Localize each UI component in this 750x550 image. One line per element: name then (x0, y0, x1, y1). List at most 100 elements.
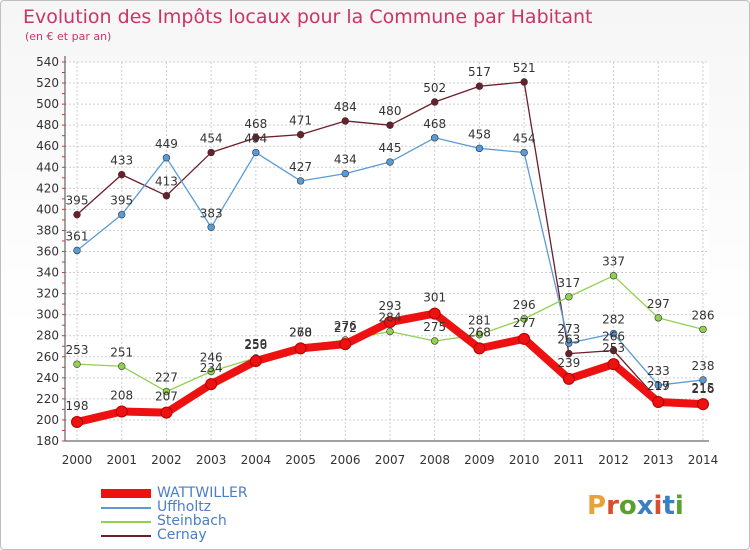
y-tick-label: 320 (36, 287, 59, 301)
data-label-steinbach: 317 (557, 276, 580, 290)
legend-swatch-steinbach (101, 521, 151, 523)
x-tick-label: 2003 (196, 453, 227, 467)
data-label-steinbach: 276 (334, 319, 357, 333)
data-label-steinbach: 251 (110, 345, 133, 359)
y-tick-label: 460 (36, 139, 59, 153)
data-point-steinbach (565, 293, 573, 301)
data-label-cernay: 502 (423, 81, 446, 95)
data-point-uffholtz (341, 169, 349, 178)
data-point-steinbach (475, 330, 484, 339)
data-point-wattwiller (428, 307, 441, 320)
y-tick-label: 220 (36, 392, 59, 406)
x-tick-label: 2010 (509, 453, 540, 467)
data-point-uffholtz (654, 381, 662, 389)
data-label-wattwiller: 198 (66, 399, 89, 413)
data-label-wattwiller: 253 (602, 341, 625, 355)
data-label-uffholtz: 468 (423, 117, 446, 131)
data-point-steinbach (386, 327, 394, 336)
data-label-uffholtz: 454 (244, 132, 267, 146)
legend-label-cernay: Cernay (157, 527, 207, 543)
legend-swatch-wattwiller (101, 489, 151, 498)
data-label-uffholtz: 361 (66, 229, 89, 243)
data-point-uffholtz (609, 329, 618, 338)
data-label-steinbach: 259 (244, 337, 267, 351)
data-label-steinbach: 253 (66, 343, 89, 357)
data-label-wattwiller: 268 (289, 325, 312, 339)
chart-title: Evolution des Impôts locaux pour la Comm… (23, 6, 593, 28)
x-tick-label: 2013 (643, 453, 674, 467)
data-label-uffholtz: 383 (200, 206, 223, 220)
data-point-cernay (162, 192, 171, 200)
x-tick-label: 2014 (688, 453, 719, 467)
data-point-wattwiller (115, 405, 128, 418)
data-point-steinbach (654, 314, 662, 322)
data-point-cernay (207, 148, 215, 157)
data-label-steinbach: 286 (692, 308, 715, 322)
data-label-uffholtz: 238 (692, 359, 715, 373)
data-point-cernay (520, 78, 528, 86)
x-tick-label: 2002 (151, 453, 182, 467)
y-tick-label: 440 (36, 160, 59, 174)
data-label-uffholtz: 395 (110, 194, 133, 208)
legend-label-wattwiller: WATTWILLER (157, 485, 248, 501)
data-label-wattwiller: 239 (557, 356, 580, 370)
data-label-cernay: 433 (110, 154, 133, 168)
data-point-wattwiller (384, 316, 396, 329)
y-tick-label: 340 (36, 266, 59, 280)
data-point-uffholtz (252, 148, 260, 157)
y-tick-label: 200 (36, 413, 59, 427)
data-point-steinbach (609, 272, 618, 280)
data-point-steinbach (699, 325, 707, 334)
data-label-steinbach: 246 (200, 351, 223, 365)
data-label-steinbach: 337 (602, 255, 625, 269)
data-label-cernay: 471 (289, 114, 312, 128)
data-label-wattwiller: 207 (155, 390, 178, 404)
data-point-wattwiller (697, 398, 709, 411)
data-point-uffholtz (475, 144, 484, 153)
data-point-wattwiller (205, 378, 218, 391)
data-point-wattwiller (339, 338, 352, 351)
y-tick-label: 240 (36, 371, 59, 385)
data-label-wattwiller: 256 (244, 338, 267, 352)
data-point-uffholtz (73, 246, 81, 255)
y-tick-label: 180 (36, 434, 59, 448)
legend-label-uffholtz: Uffholtz (157, 499, 212, 515)
data-label-wattwiller: 208 (110, 389, 133, 403)
y-tick-label: 380 (36, 223, 59, 237)
y-tick-label: 260 (36, 350, 59, 364)
data-point-wattwiller (473, 342, 486, 355)
data-point-cernay (296, 130, 305, 139)
data-label-uffholtz: 458 (468, 127, 491, 141)
y-tick-label: 280 (36, 329, 59, 343)
data-label-cernay: 517 (468, 65, 491, 79)
data-point-wattwiller (562, 372, 575, 385)
x-tick-label: 2006 (330, 453, 361, 467)
y-tick-label: 540 (36, 55, 59, 69)
legend-swatch-uffholtz (101, 507, 151, 509)
legend-label-steinbach: Steinbach (157, 513, 227, 529)
data-point-wattwiller (249, 354, 262, 367)
y-tick-label: 500 (36, 97, 59, 111)
data-point-uffholtz (699, 376, 707, 384)
data-point-cernay (118, 170, 126, 179)
data-point-wattwiller (518, 332, 531, 345)
data-label-steinbach: 270 (289, 325, 312, 339)
x-tick-label: 2001 (106, 453, 137, 467)
data-point-uffholtz (386, 158, 394, 166)
data-label-cernay: 216 (692, 382, 715, 396)
x-tick-label: 2009 (464, 453, 495, 467)
y-tick-label: 400 (36, 202, 59, 216)
data-label-cernay: 484 (334, 100, 357, 114)
data-label-cernay: 219 (647, 379, 670, 393)
proxiti-logo: Proxiti (587, 491, 684, 521)
data-label-uffholtz: 434 (334, 153, 357, 167)
data-label-cernay: 480 (379, 104, 402, 118)
data-label-uffholtz: 454 (513, 132, 536, 146)
data-label-steinbach: 296 (513, 298, 536, 312)
data-label-steinbach: 281 (468, 314, 491, 328)
data-label-steinbach: 297 (647, 297, 670, 311)
data-label-uffholtz: 449 (155, 137, 178, 151)
data-point-steinbach (162, 387, 171, 396)
